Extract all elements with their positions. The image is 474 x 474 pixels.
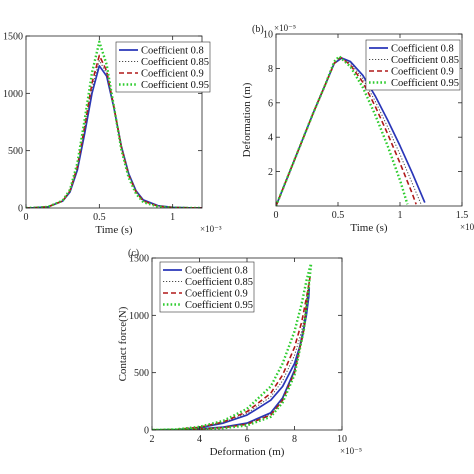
x-tick-label: 0.5 <box>93 212 106 223</box>
x-tick-label: 6 <box>245 434 250 445</box>
legend-entry: Coefficient 0.85 <box>185 277 253 288</box>
y-tick-label: 1000 <box>129 311 149 322</box>
legend-entry: Coefficient 0.9 <box>185 289 248 300</box>
legend-entry: Coefficient 0.85 <box>141 57 209 68</box>
x-exponent-label: ×10⁻⁵ <box>340 446 362 456</box>
axes-frame-b <box>275 33 463 207</box>
y-tick-label: 500 <box>8 146 23 157</box>
x-tick-label: 0.5 <box>332 210 345 221</box>
x-tick-label: 1.5 <box>456 210 469 221</box>
x-exponent-label: ×10⁻³ <box>460 222 474 232</box>
x-tick-label: 8 <box>292 434 297 445</box>
x-tick-label: 1 <box>398 210 403 221</box>
panel-label: (b) <box>252 24 264 35</box>
legend-entry: Coefficient 0.85 <box>391 55 459 66</box>
y-tick-label: 10 <box>263 30 273 41</box>
series-line-c-2 <box>152 276 311 430</box>
x-tick-label: 0 <box>274 210 279 221</box>
y-tick-label: 1000 <box>3 89 23 100</box>
legend-entry: Coefficient 0.8 <box>141 46 204 57</box>
panel-label: (c) <box>128 248 139 259</box>
x-tick-label: 2 <box>150 434 155 445</box>
y-tick-label: 6 <box>268 98 273 109</box>
legend-entry: Coefficient 0.8 <box>185 266 248 277</box>
x-axis-label: Time (s) <box>350 222 388 234</box>
x-tick-label: 0 <box>24 212 29 223</box>
y-exponent-label: ×10⁻⁵ <box>274 23 296 33</box>
legend-entry: Coefficient 0.8 <box>391 44 454 55</box>
x-tick-label: 10 <box>337 434 347 445</box>
legend-entry: Coefficient 0.95 <box>141 80 209 91</box>
y-axis-label: Contact force(N) <box>117 306 129 381</box>
chart-b: 0 0.5 1 1.5 2 4 6 8 10 Time (s) Deformation (m) ×10… <box>241 23 474 234</box>
y-tick-label: 0 <box>144 426 149 437</box>
x-axis-label: Deformation (m) <box>210 446 285 458</box>
chart-c: 2 4 6 8 10 0 500 1000 1500 Deformation (m) Contact… <box>117 248 362 458</box>
y-axis-label: Deformation (m) <box>241 82 253 157</box>
y-tick-label: 1500 <box>129 254 149 265</box>
y-tick-label: 500 <box>134 368 149 379</box>
y-tick-label: 8 <box>268 64 273 75</box>
y-tick-label: 0 <box>18 204 23 215</box>
series-line-c-3 <box>152 262 313 430</box>
x-axis-label: Time (s) <box>95 224 133 236</box>
legend-entry: Coefficient 0.9 <box>141 69 204 80</box>
x-tick-label: 4 <box>197 434 202 445</box>
legend-entry: Coefficient 0.95 <box>185 300 253 311</box>
legend-entry: Coefficient 0.95 <box>391 78 459 89</box>
chart-a: 0 0.5 1 0 500 1000 1500 Time (s) ×10⁻³ Coefficien… <box>3 32 222 237</box>
x-exponent-label: ×10⁻³ <box>200 224 222 234</box>
axes-frame-a <box>25 35 203 209</box>
legend-entry: Coefficient 0.9 <box>391 67 454 78</box>
y-tick-label: 4 <box>268 133 273 144</box>
y-tick-label: 2 <box>268 167 273 178</box>
x-tick-label: 1 <box>170 212 175 223</box>
y-tick-label: 1500 <box>3 32 23 43</box>
